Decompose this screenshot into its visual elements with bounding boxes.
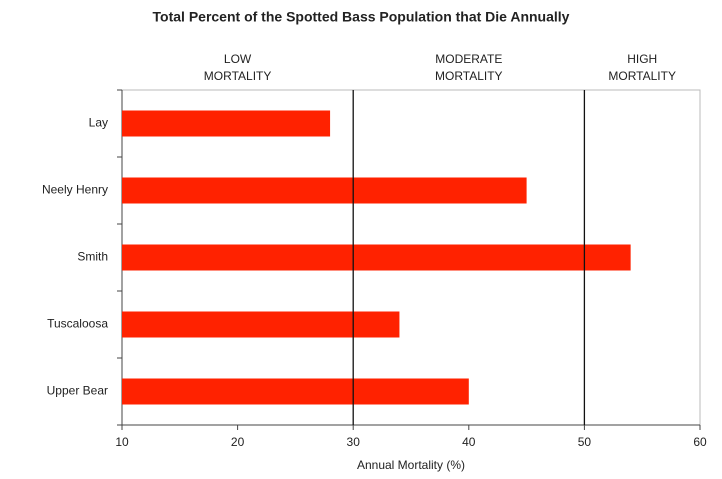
x-axis-label: Annual Mortality (%)	[357, 458, 465, 472]
zone-label: LOW	[224, 52, 252, 66]
zone-label: MORTALITY	[435, 69, 503, 83]
zone-label: MODERATE	[435, 52, 502, 66]
bar	[122, 244, 631, 271]
chart-title: Total Percent of the Spotted Bass Popula…	[153, 9, 570, 25]
zone-label: HIGH	[627, 52, 657, 66]
x-tick-label: 20	[231, 435, 245, 449]
x-tick-label: 30	[347, 435, 361, 449]
y-tick-label: Neely Henry	[42, 183, 108, 197]
bar	[122, 177, 527, 204]
x-tick-label: 50	[578, 435, 592, 449]
bar	[122, 378, 469, 405]
y-tick-label: Smith	[77, 250, 108, 264]
y-tick-label: Lay	[89, 116, 108, 130]
bar	[122, 110, 331, 137]
zone-label: MORTALITY	[608, 69, 676, 83]
bar	[122, 311, 400, 338]
x-tick-label: 10	[115, 435, 129, 449]
y-tick-label: Upper Bear	[47, 384, 108, 398]
x-tick-label: 40	[462, 435, 476, 449]
y-tick-label: Tuscaloosa	[47, 317, 108, 331]
x-tick-label: 60	[693, 435, 707, 449]
zone-label: MORTALITY	[204, 69, 272, 83]
